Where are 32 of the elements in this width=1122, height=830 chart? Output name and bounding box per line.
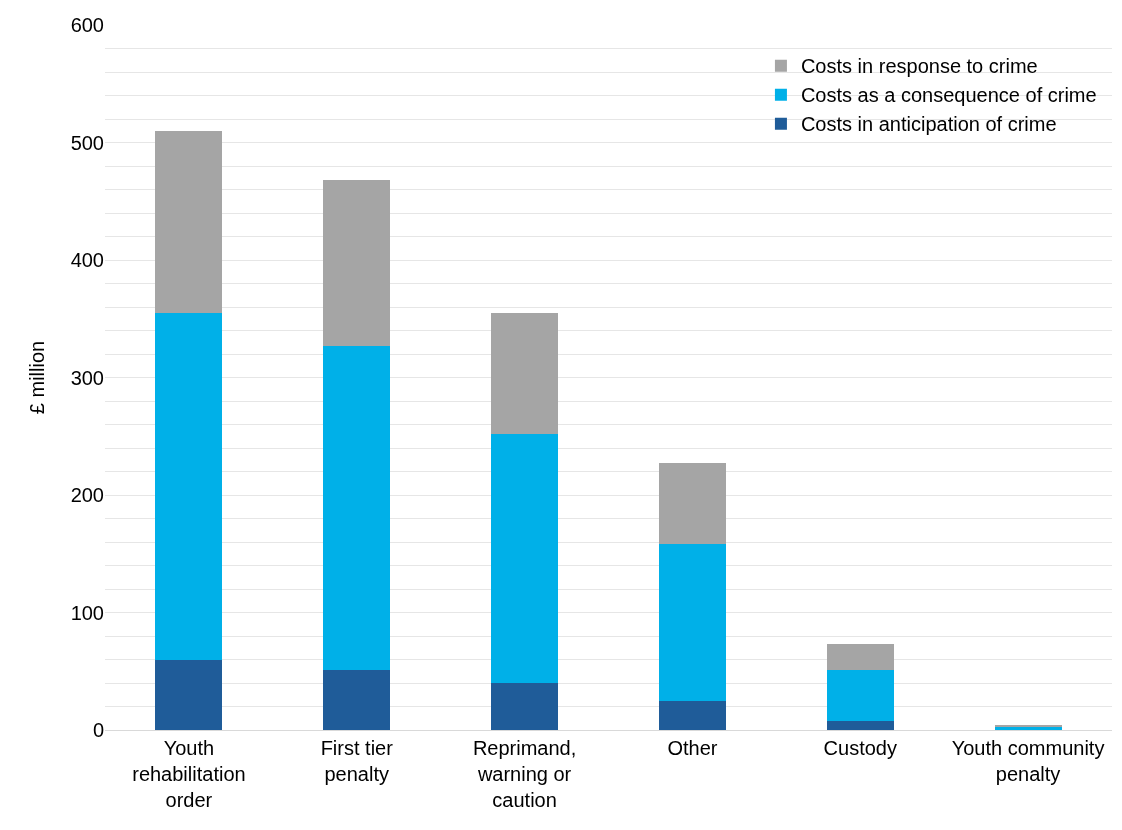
- legend-label: Costs in response to crime: [800, 55, 1038, 78]
- x-tick-label: Youth community penalty: [951, 737, 1105, 785]
- bar: [323, 345, 391, 671]
- y-tick-label: 200: [70, 484, 104, 506]
- x-tick-label: Reprimand, warning or caution: [472, 737, 577, 811]
- x-tick-label: Other: [667, 737, 718, 759]
- x-tick-label: Custody: [823, 737, 897, 759]
- bar: [826, 670, 894, 721]
- x-tick-label: First tier penalty: [320, 737, 394, 785]
- y-tick-label: 0: [92, 719, 104, 741]
- bar: [155, 130, 223, 313]
- bar: [491, 683, 559, 730]
- bar: [658, 544, 726, 701]
- bar: [155, 659, 223, 730]
- y-axis-title: £ million: [26, 340, 49, 415]
- y-tick-label: 400: [70, 249, 104, 271]
- y-tick-label: 500: [70, 131, 104, 154]
- bar: [658, 700, 726, 730]
- bar: [826, 644, 894, 671]
- bar: [323, 670, 391, 730]
- legend-label: Costs as a consequence of crime: [800, 84, 1097, 107]
- y-tick-label: 600: [70, 14, 104, 36]
- bar: [155, 312, 223, 660]
- y-tick-label: 100: [70, 601, 104, 624]
- y-tick-label: 300: [70, 366, 104, 389]
- bar: [323, 180, 391, 346]
- bar: [491, 433, 559, 683]
- x-tick-label: Youth rehabilitation order: [132, 737, 246, 811]
- legend-label: Costs in anticipation of crime: [800, 113, 1057, 136]
- bar: [491, 312, 559, 434]
- bar: [658, 463, 726, 545]
- bar: [826, 720, 894, 730]
